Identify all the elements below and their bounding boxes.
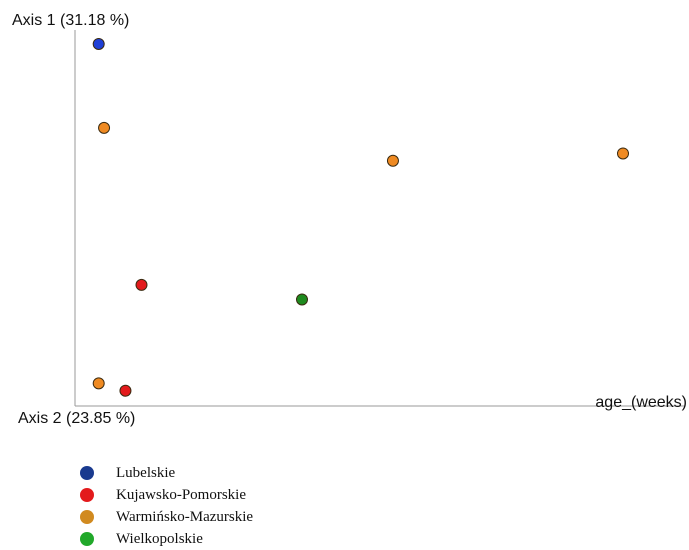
legend-swatch	[80, 466, 94, 480]
legend-item: Wielkopolskie	[80, 528, 253, 550]
legend-item: Kujawsko-Pomorskie	[80, 484, 253, 506]
secondary-axis-title: Axis 2 (23.85 %)	[18, 410, 136, 427]
legend-item: Lubelskie	[80, 462, 253, 484]
y-axis-title: Axis 1 (31.18 %)	[12, 12, 130, 29]
data-point-kujawsko-pomorskie-1	[135, 278, 148, 291]
data-point-warmi-sko-mazurskie-2	[386, 154, 399, 167]
data-point-kujawsko-pomorskie-2	[119, 384, 132, 397]
legend-label: Kujawsko-Pomorskie	[116, 486, 246, 503]
legend-item: Warmińsko-Mazurskie	[80, 506, 253, 528]
x-axis-title: age_(weeks)	[595, 394, 687, 411]
data-point-lubelskie-1	[92, 37, 105, 50]
legend-swatch	[80, 532, 94, 546]
data-point-warmi-sko-mazurskie-1	[98, 121, 111, 134]
legend-swatch	[80, 510, 94, 524]
legend: Lubelskie Kujawsko-Pomorskie Warmińsko-Maz…	[80, 462, 253, 550]
data-point-wielkopolskie-1	[296, 293, 308, 306]
legend-label: Wielkopolskie	[116, 530, 203, 547]
legend-label: Lubelskie	[116, 464, 176, 481]
legend-label: Warmińsko-Mazurskie	[116, 508, 254, 525]
data-point-warmi-sko-mazurskie-4	[92, 377, 105, 390]
data-points	[92, 37, 629, 397]
data-point-warmi-sko-mazurskie-3	[617, 147, 629, 160]
legend-swatch	[80, 488, 94, 502]
